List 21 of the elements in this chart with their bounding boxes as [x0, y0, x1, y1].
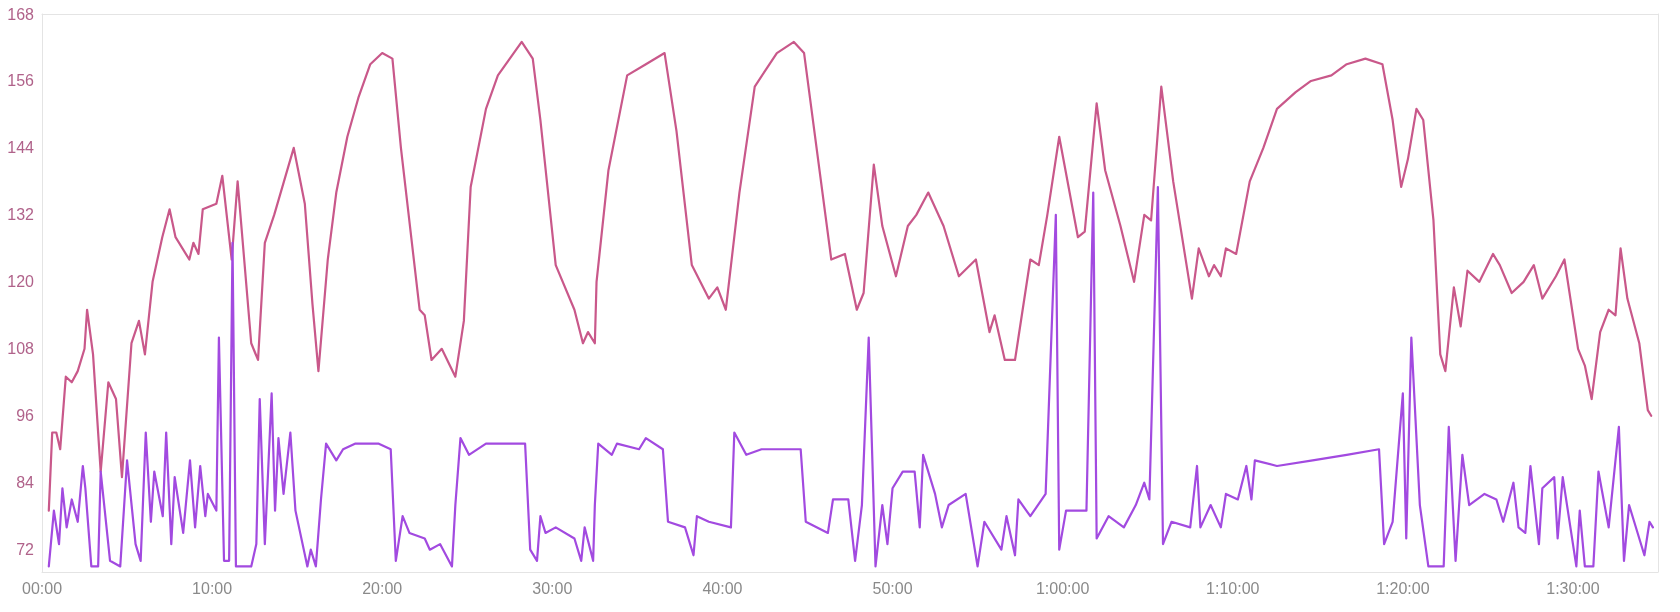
x-tick-label: 10:00 [192, 579, 233, 597]
x-tick-label: 1:30:00 [1546, 579, 1600, 597]
x-tick-label: 20:00 [362, 579, 403, 597]
x-tick-label: 40:00 [702, 579, 743, 597]
y-tick-label: 96 [16, 407, 35, 425]
x-tick-label: 00:00 [21, 579, 63, 597]
y-tick-label: 156 [7, 72, 35, 90]
y-tick-label: 108 [7, 340, 35, 358]
y-tick-label: 168 [7, 5, 35, 23]
x-tick-label: 1:10:00 [1206, 579, 1260, 597]
x-tick-label: 50:00 [872, 579, 913, 597]
x-tick-label: 30:00 [532, 579, 573, 597]
y-tick-label: 84 [16, 474, 35, 492]
y-tick-label: 132 [7, 206, 35, 224]
y-tick-label: 72 [16, 541, 35, 559]
y-tick-label: 144 [7, 139, 35, 157]
line-series [47, 185, 1654, 568]
line-series [47, 40, 1653, 512]
x-tick-label: 1:20:00 [1376, 579, 1430, 597]
x-tick-label: 1:00:00 [1035, 579, 1090, 597]
y-tick-label: 120 [7, 273, 35, 291]
